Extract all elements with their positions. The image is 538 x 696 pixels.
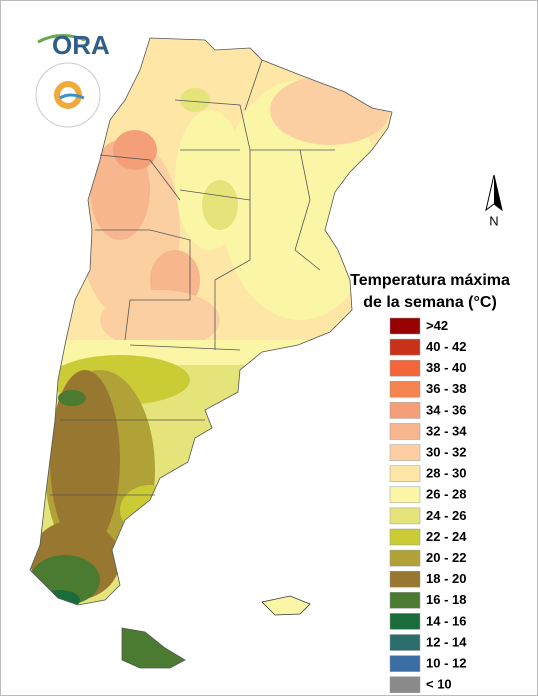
legend-title: Temperatura máxima: [350, 272, 510, 289]
legend: Temperatura máxima de la semana (°C) >42 40…: [350, 272, 510, 693]
legend-label: 24 - 26: [426, 508, 466, 523]
legend-swatch: [389, 423, 421, 440]
legend-label: 38 - 40: [426, 360, 466, 375]
province-borders: [29, 37, 393, 669]
legend-label: 12 - 14: [426, 634, 467, 649]
legend-label: 16 - 18: [426, 592, 466, 607]
legend-swatch: [389, 444, 421, 461]
legend-swatch: [389, 486, 421, 504]
legend-swatch: [389, 381, 421, 398]
legend-label: 36 - 38: [426, 381, 466, 396]
north-label: N: [489, 213, 498, 228]
legend-label: 40 - 42: [426, 339, 466, 354]
legend-label: 22 - 24: [426, 529, 467, 544]
legend-swatch: [389, 338, 421, 356]
legend-swatch: [389, 359, 421, 377]
legend-label: 10 - 12: [426, 656, 466, 671]
logo-text: ORA: [52, 30, 110, 60]
legend-swatch: [389, 549, 421, 567]
legend-swatch: [389, 655, 421, 672]
legend-label: 14 - 16: [426, 613, 466, 628]
legend-swatch: [389, 528, 421, 546]
legend-title: de la semana (°C): [363, 294, 497, 311]
legend-label: 28 - 30: [426, 466, 466, 481]
legend-label: 30 - 32: [426, 445, 466, 460]
legend-label: 20 - 22: [426, 550, 466, 565]
legend-swatch: [389, 570, 421, 588]
legend-swatch: [389, 613, 421, 630]
legend-swatch: [389, 634, 421, 651]
legend-label: 26 - 28: [426, 487, 466, 502]
legend-label: 34 - 36: [426, 402, 466, 417]
north-arrow: N: [485, 174, 503, 228]
legend-swatch: [389, 465, 421, 482]
legend-label: < 10: [426, 677, 452, 692]
legend-swatch: [389, 676, 421, 693]
legend-swatch: [389, 592, 421, 609]
legend-label: 32 - 34: [426, 423, 467, 438]
legend-swatch: [389, 402, 421, 419]
legend-label: >42: [426, 318, 448, 333]
legend-swatch: [389, 507, 421, 525]
islands: [261, 595, 311, 616]
legend-label: 18 - 20: [426, 571, 466, 586]
logo: ORA: [35, 30, 110, 128]
legend-swatch: [389, 317, 421, 335]
